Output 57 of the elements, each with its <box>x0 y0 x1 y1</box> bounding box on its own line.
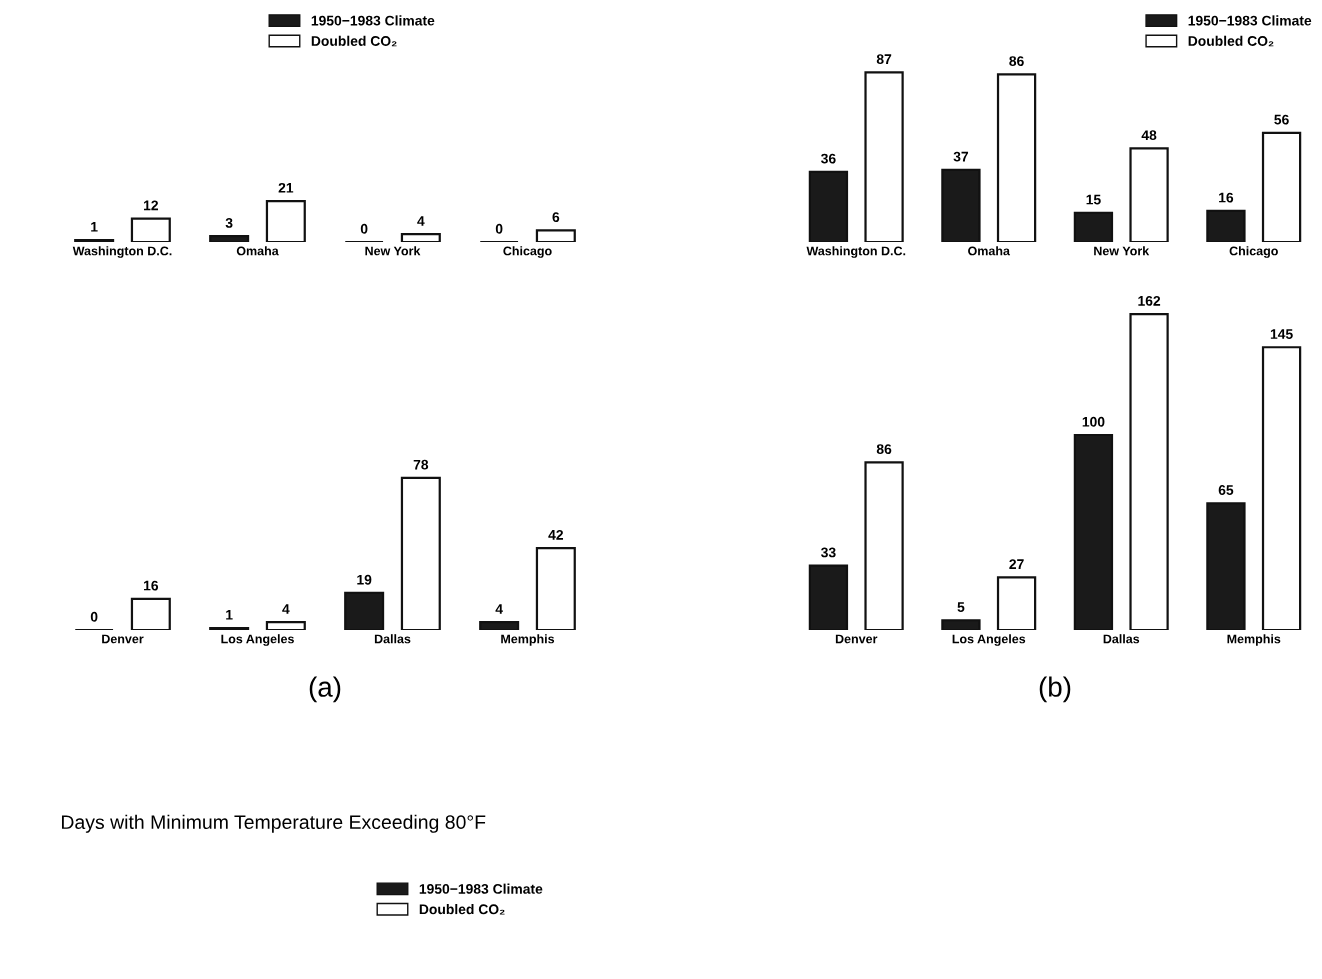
data-label: 86 <box>876 444 892 454</box>
data-label: 4 <box>282 604 290 614</box>
x-tick-label: Washington D.C. <box>72 246 172 258</box>
data-label: 145 <box>1270 329 1293 339</box>
x-tick-label: Omaha <box>968 246 1011 256</box>
data-label: 19 <box>357 574 372 585</box>
legend-label: 1950−1983 Climate <box>419 883 543 894</box>
data-label: 56 <box>1274 114 1289 125</box>
x-tick-label: Memphis <box>501 634 555 646</box>
x-tick-label: Washington D.C. <box>806 246 906 258</box>
data-label: 16 <box>144 580 159 591</box>
data-label: 6 <box>552 212 560 222</box>
data-label: 1 <box>91 222 98 232</box>
data-label: 0 <box>495 223 503 234</box>
x-tick-label: Chicago <box>503 246 552 258</box>
x-tick-label: Los Angeles <box>952 634 1026 646</box>
legend-label: 1950−1983 Climate <box>311 15 435 26</box>
x-tick-label: Chicago <box>1229 246 1278 258</box>
data-label: 36 <box>821 153 836 164</box>
x-tick-label: Memphis <box>1227 634 1281 646</box>
data-label: 37 <box>953 151 969 162</box>
x-tick-label: Denver <box>102 634 144 644</box>
x-tick-label: Denver <box>835 634 878 644</box>
x-tick-label: New York <box>1094 246 1150 256</box>
data-label: 0 <box>90 611 98 622</box>
data-label: 12 <box>144 200 159 211</box>
data-label: 16 <box>1219 192 1234 203</box>
x-tick-label: New York <box>365 246 421 256</box>
x-tick-label: Omaha <box>236 246 279 256</box>
x-tick-label: Dallas <box>1103 634 1140 644</box>
data-label: 4 <box>495 604 503 614</box>
data-label: 1 <box>226 610 233 620</box>
data-label: 4 <box>417 216 425 226</box>
legend-label: 1950−1983 Climate <box>1188 15 1312 26</box>
data-label: 3 <box>225 218 233 228</box>
data-label: 86 <box>1009 56 1024 66</box>
data-label: 87 <box>876 54 892 65</box>
legend-label: Doubled CO₂ <box>419 904 505 915</box>
data-label: 21 <box>278 182 294 193</box>
x-tick-label: Los Angeles <box>221 634 294 646</box>
data-label: 78 <box>413 459 429 470</box>
x-axis-title: (b) <box>1039 676 1071 703</box>
data-label: 42 <box>548 529 564 540</box>
data-label: 15 <box>1086 194 1101 205</box>
data-label: 162 <box>1138 295 1161 306</box>
data-label: 0 <box>360 223 368 234</box>
data-label: 65 <box>1218 485 1234 495</box>
legend-label: Doubled CO₂ <box>1188 35 1274 47</box>
data-label: 27 <box>1009 559 1024 569</box>
data-label: 100 <box>1082 416 1105 427</box>
data-label: 33 <box>821 547 836 558</box>
x-tick-label: Dallas <box>374 634 411 644</box>
data-label: 5 <box>957 602 965 612</box>
legend-label: Doubled CO₂ <box>311 35 397 47</box>
data-label: 48 <box>1141 130 1157 141</box>
text: Days with Minimum Temperature Exceeding 80°F <box>62 814 486 833</box>
x-axis-title: (a) <box>309 676 341 703</box>
